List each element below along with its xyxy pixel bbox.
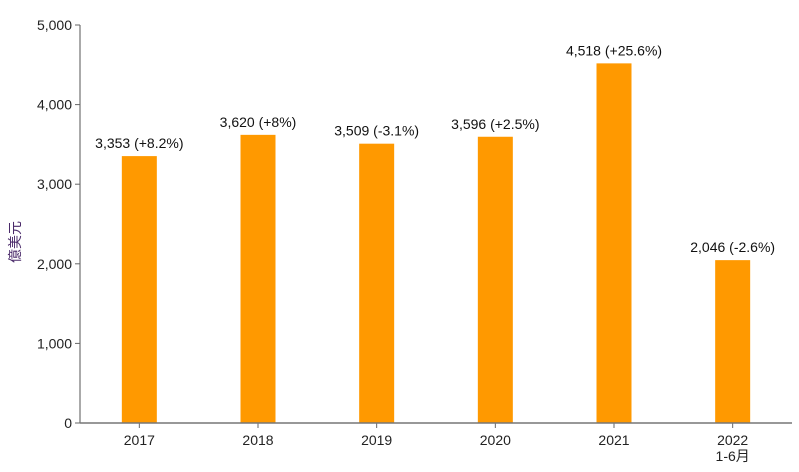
x-tick-label: 2020 [480,432,511,448]
bar [596,63,632,424]
data-label: 3,596 (+2.5%) [451,116,539,132]
bar [477,136,513,423]
y-tick-label: 2,000 [37,256,72,272]
x-tick-label: 2018 [242,432,273,448]
x-tick-label: 2021 [598,432,629,448]
bar [240,134,276,423]
x-tick-label: 2019 [361,432,392,448]
y-tick-label: 0 [64,415,72,431]
y-tick-label: 3,000 [37,176,72,192]
bar [359,143,395,423]
data-label: 2,046 (-2.6%) [690,239,775,255]
data-label: 3,509 (-3.1%) [334,123,419,139]
y-tick-label: 4,000 [37,97,72,113]
x-tick-label: 2022 1-6月 [716,432,750,464]
data-label: 4,518 (+25.6%) [566,42,662,58]
x-tick-label: 2017 [124,432,155,448]
y-tick-label: 1,000 [37,335,72,351]
bar [715,260,751,423]
data-label: 3,620 (+8%) [220,114,297,130]
y-axis-label: 億美元 [7,221,23,263]
y-tick-label: 5,000 [37,17,72,33]
data-label: 3,353 (+8.2%) [95,135,183,151]
bar [121,156,157,423]
